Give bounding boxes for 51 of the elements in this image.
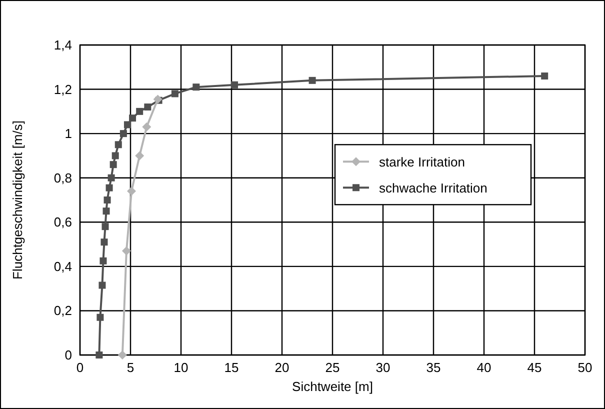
point [110,161,117,168]
point [112,152,119,160]
y-axis-title: Fluchtgeschwindigkeit [m/s] [10,120,25,280]
point [136,108,144,115]
point [541,72,548,80]
point [120,130,127,138]
x-tick-label: 0 [76,360,84,375]
point [114,141,122,148]
point [98,282,106,289]
y-tick-label: 1 [64,126,72,142]
legend-label: starke Irritation [379,154,465,170]
y-tick-label: 0,6 [54,214,72,230]
point [100,238,108,246]
x-tick-label: 35 [426,360,441,375]
point [118,350,127,360]
point [127,186,136,196]
x-tick-label: 50 [578,360,592,375]
y-tick-label: 0,2 [54,303,72,318]
y-tick-label: 0 [64,348,72,362]
x-tick-label: 40 [476,360,492,375]
point [129,114,136,122]
y-tick-label: 1,2 [54,82,72,97]
point [192,84,200,91]
point [102,223,109,230]
point [100,257,107,264]
y-tick-label: 1,4 [54,38,72,52]
x-tick-label: 10 [174,360,188,375]
x-tick-label: 45 [527,360,542,375]
x-tick-label: 5 [126,360,134,375]
point [106,184,113,192]
x-tick-label: 20 [274,360,290,375]
point [104,196,111,204]
x-tick-label: 15 [224,360,239,375]
point [135,151,144,160]
point [96,352,103,358]
point [102,208,110,215]
point [124,121,131,128]
point [142,122,152,132]
point [231,81,238,88]
point [96,314,104,321]
point [122,246,131,256]
point [108,174,115,182]
x-tick-label: 30 [376,360,390,375]
y-tick-label: 0,8 [54,170,72,186]
point [171,90,178,98]
x-tick-label: 25 [325,360,340,375]
point [144,104,152,110]
point [308,76,316,84]
x-axis-title: Sichtweite [m] [292,379,373,394]
legend-label: schwache Irritation [379,180,488,196]
y-tick-label: 0,4 [54,258,72,274]
